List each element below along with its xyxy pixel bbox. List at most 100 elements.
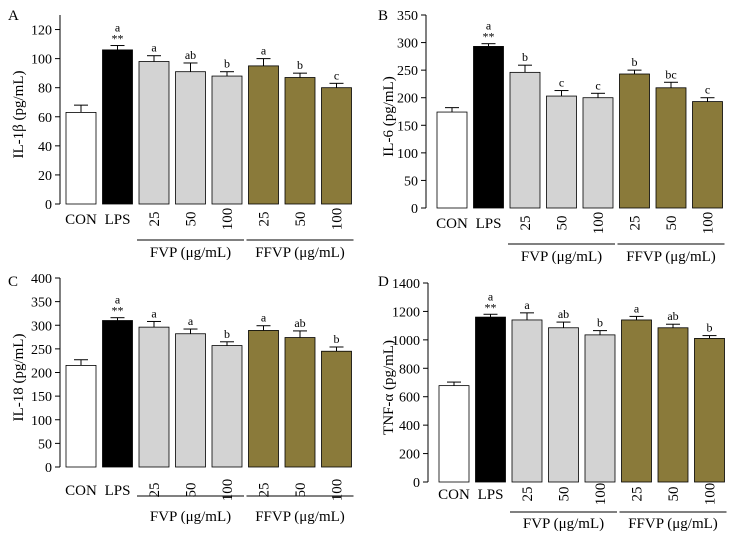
y-tick-label: 300 [31,319,52,334]
y-tick-label: 350 [397,9,418,24]
y-tick-label: 40 [38,140,52,155]
y-tick-label: 200 [31,367,52,382]
bar-100-4 [584,334,616,483]
significance-letter: b [334,332,340,346]
y-axis-label: IL-6 (pg/mL) [381,76,397,156]
x-tick-label: 50 [184,483,200,498]
significance-letter: c [595,78,600,92]
x-tick-label: 100 [330,479,346,502]
y-tick-label: 1200 [392,305,420,320]
significance-letter: a [634,301,640,315]
x-tick-label: CON [436,216,468,232]
y-tick-label: 150 [31,390,52,405]
significance-letter: a [524,298,530,312]
x-tick-label: CON [65,483,97,499]
bar-lps-1 [475,316,506,483]
y-tick-label: 150 [397,119,418,134]
panel-label: B [378,8,388,24]
significance-letter: ab [185,48,196,62]
x-tick-label: LPS [478,487,504,503]
bar-25-5 [619,73,650,209]
bar-con-0 [438,385,470,483]
x-tick-label: 25 [147,212,163,227]
significance-letter: a [188,314,194,328]
significance-letter: ab [558,307,569,321]
y-tick-label: 100 [397,147,418,162]
y-tick-label: 250 [31,343,52,358]
x-tick-label: 50 [664,216,680,231]
chart-panel-c: C 0 50 100 150 200 250 300 350 400 IL-18 (pg/mL) CO… [8,272,354,525]
group-label-ffvp: FFVP (μg/mL) [255,509,345,525]
y-tick-label: 50 [404,174,418,189]
x-tick-label: 100 [701,212,717,235]
y-tick-label: 0 [413,476,420,491]
y-tick-label: 800 [399,362,420,377]
chart-panel-b: B 0 50 100 150 200 250 300 350 IL-6 (pg/mL) CON **a… [378,8,725,265]
significance-letter: ab [667,309,678,323]
bar-50-3 [546,95,577,209]
y-axis-label: TNF-α (pg/mL) [381,340,397,435]
bar-50-3 [548,327,579,483]
bar-100-7 [694,338,725,483]
x-tick-label: 25 [257,483,273,498]
x-tick-label: CON [65,212,97,228]
bar-100-4 [211,75,243,205]
panel-label: C [8,274,18,290]
x-tick-label: LPS [105,483,131,499]
bar-25-2 [138,61,170,205]
bar-50-3 [175,333,206,468]
significance-letter: c [705,83,710,97]
significance-letter: a [151,41,157,55]
x-tick-label: 25 [518,216,534,231]
y-tick-label: 1000 [392,334,420,349]
bar-25-2 [511,319,543,483]
x-tick-label: 25 [257,212,273,227]
chart-panel-d: D 0 200 400 600 800 1000 1200 1400 TNF-α (pg/mL) C… [378,274,727,532]
group-label-fvp: FVP (μg/mL) [150,509,231,525]
significance-letter: a [486,19,492,33]
y-tick-label: 350 [31,296,52,311]
significance-letter: c [559,76,564,90]
significance-letter: a [488,289,494,303]
y-tick-label: 20 [38,169,52,184]
group-label-ffvp: FFVP (μg/mL) [255,245,345,261]
y-tick-label: 0 [45,461,52,476]
bar-25-5 [248,330,279,468]
bar-lps-1 [473,46,504,209]
y-tick-label: 60 [38,111,52,126]
y-tick-label: 0 [411,202,418,217]
bar-con-0 [436,111,468,209]
bar-100-4 [582,97,614,209]
panel-label: D [378,274,389,290]
x-tick-label: 25 [628,216,644,231]
x-tick-label: 100 [220,479,236,502]
y-tick-label: 100 [31,414,52,429]
bar-50-6 [657,327,689,483]
significance-letter: a [261,44,267,58]
y-tick-label: 400 [31,272,52,287]
significance-letter: a [151,306,157,320]
bar-lps-1 [102,320,133,468]
y-tick-label: 120 [31,24,52,39]
significance-stars: ** [483,30,495,44]
y-tick-label: 200 [397,92,418,107]
bar-100-7 [321,87,352,205]
x-tick-label: 50 [184,212,200,227]
significance-letter: a [115,293,121,307]
x-tick-label: 100 [591,212,607,235]
x-tick-label: 50 [293,483,309,498]
significance-letter: b [297,58,303,72]
x-tick-label: 100 [330,208,346,231]
y-tick-label: 80 [38,82,52,97]
y-tick-label: 100 [31,53,52,68]
significance-letter: a [115,21,121,35]
significance-letter: b [224,327,230,341]
x-tick-label: 25 [630,487,646,502]
panel-label: A [8,8,19,24]
significance-letter: a [261,311,267,325]
bar-con-0 [65,112,97,205]
significance-letter: b [632,55,638,69]
